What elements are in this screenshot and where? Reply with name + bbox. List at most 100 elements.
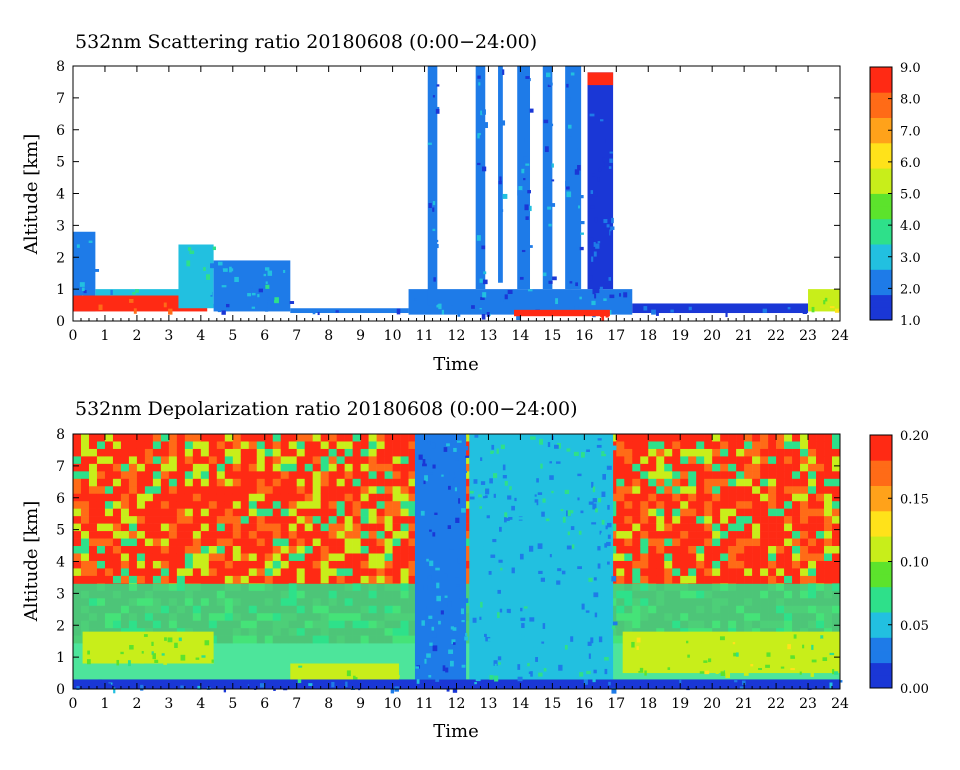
depol-noise-cell xyxy=(824,434,833,442)
depol-noise-cell xyxy=(768,575,777,584)
depol-noise-cell xyxy=(232,575,242,584)
boundary-layer-segment-speckle xyxy=(739,686,745,689)
depol-noise-cell xyxy=(376,546,385,554)
boundary-layer-segment-speckle xyxy=(168,308,173,315)
cloud-column-speckle xyxy=(579,246,584,251)
cloud-column-speckle xyxy=(481,245,486,250)
colorbar-label: 9.0 xyxy=(900,61,921,76)
depol-noise-cell xyxy=(784,560,793,569)
cloud-column-speckle xyxy=(432,95,435,98)
depol-noise-cell xyxy=(832,516,841,524)
depol-noise-cell xyxy=(704,523,713,532)
depol-noise-cell xyxy=(680,538,689,547)
depol-noise-cell xyxy=(224,575,234,584)
depol-noise-cell xyxy=(752,508,761,517)
cloud-column-speckle xyxy=(478,494,482,498)
depol-noise-cell xyxy=(312,501,321,509)
cloud-column-speckle xyxy=(588,577,593,582)
depol-noise-cell xyxy=(384,546,393,554)
colorbar-segment xyxy=(870,130,892,137)
depol-noise-cell xyxy=(616,568,625,577)
depol-noise-cell xyxy=(112,471,122,480)
depol-noise-cell xyxy=(216,434,226,442)
depol-noise-cell xyxy=(680,478,689,487)
cloud-column-speckle xyxy=(604,543,608,548)
boundary-layer-segment-speckle xyxy=(651,309,656,315)
boundary-layer-segment-speckle xyxy=(203,267,206,271)
cloud-column-speckle xyxy=(429,240,432,243)
cloud-column-speckle xyxy=(421,555,425,560)
cloud-column-speckle xyxy=(596,444,602,448)
depol-noise-cell xyxy=(336,448,345,457)
cloud-column-speckle xyxy=(607,534,611,539)
colorbar-segment xyxy=(870,123,892,131)
depol-noise-cell xyxy=(672,456,681,465)
depol-noise-cell xyxy=(696,575,705,584)
colorbar-segment xyxy=(870,485,892,493)
depol-noise-cell xyxy=(616,434,625,442)
depol-noise-cell xyxy=(632,516,641,524)
x-tick-label: 22 xyxy=(767,696,785,712)
boundary-layer-segment-speckle xyxy=(834,671,839,675)
cloud-column-speckle xyxy=(504,517,507,523)
cloud-column-speckle xyxy=(597,646,603,650)
depol-noise-cell xyxy=(352,501,361,509)
depol-noise-cell xyxy=(728,463,737,472)
boundary-layer-segment xyxy=(514,309,610,317)
depol-noise-cell xyxy=(712,553,721,562)
depol-noise-cell xyxy=(808,463,817,472)
depol-noise-cell xyxy=(96,516,106,524)
depol-noise-cell xyxy=(104,486,114,495)
cloud-column-speckle xyxy=(580,616,584,620)
depol-noise-cell xyxy=(288,546,298,554)
depol-noise-cell xyxy=(328,523,337,532)
cloud-column-speckle xyxy=(568,510,574,514)
depol-noise-cell xyxy=(648,448,657,457)
cloud-column-speckle xyxy=(569,281,573,284)
boundary-layer-segment-speckle xyxy=(601,315,605,321)
depol-noise-cell xyxy=(696,471,705,480)
depol-noise-cell xyxy=(384,538,393,547)
depol-noise-cell xyxy=(112,463,122,472)
depol-noise-cell xyxy=(96,456,106,465)
depol-noise-cell xyxy=(360,463,369,472)
cloud-column-speckle xyxy=(547,206,552,210)
depol-noise-cell xyxy=(712,568,721,577)
colorbar-segment xyxy=(870,307,892,315)
depol-noise-cell xyxy=(192,575,202,584)
depol-noise-cell xyxy=(168,448,178,457)
depol-noise-cell xyxy=(736,471,745,480)
depol-noise-cell xyxy=(760,538,769,547)
depol-noise-cell xyxy=(264,441,274,450)
cloud-column-speckle xyxy=(504,438,508,441)
depol-noise-cell xyxy=(640,546,649,554)
boundary-layer-segment-speckle xyxy=(715,671,719,674)
cloud-column-speckle xyxy=(461,664,466,668)
boundary-layer-segment-speckle xyxy=(358,684,361,691)
cloud-column-speckle xyxy=(422,459,426,465)
depol-noise-cell xyxy=(312,575,321,584)
depol-noise-cell xyxy=(240,553,250,562)
depol-noise-cell xyxy=(73,538,82,547)
cloud-column-speckle xyxy=(436,582,440,589)
boundary-layer-segment-speckle xyxy=(393,663,398,668)
cloud-column-speckle xyxy=(524,204,529,211)
depol-noise-cell xyxy=(640,501,649,509)
depol-noise-cell xyxy=(272,441,282,450)
depol-noise-cell xyxy=(312,434,321,442)
x-tick-label: 11 xyxy=(416,328,434,344)
depol-noise-cell xyxy=(360,575,369,584)
depol-noise-cell xyxy=(376,486,385,495)
cloud-column-speckle xyxy=(566,97,571,103)
cloud-column-speckle xyxy=(590,190,594,194)
cloud-column-speckle xyxy=(486,662,490,668)
depol-noise-cell xyxy=(208,531,218,539)
depol-noise-cell xyxy=(624,575,633,584)
cloud-column-speckle xyxy=(454,487,458,492)
boundary-layer-segment-speckle xyxy=(221,310,226,315)
depol-noise-cell xyxy=(304,523,313,532)
depol-noise-cell xyxy=(296,516,305,524)
depol-noise-cell xyxy=(680,553,689,562)
depol-noise-cell xyxy=(736,434,745,442)
depol-noise-cell xyxy=(336,493,345,502)
